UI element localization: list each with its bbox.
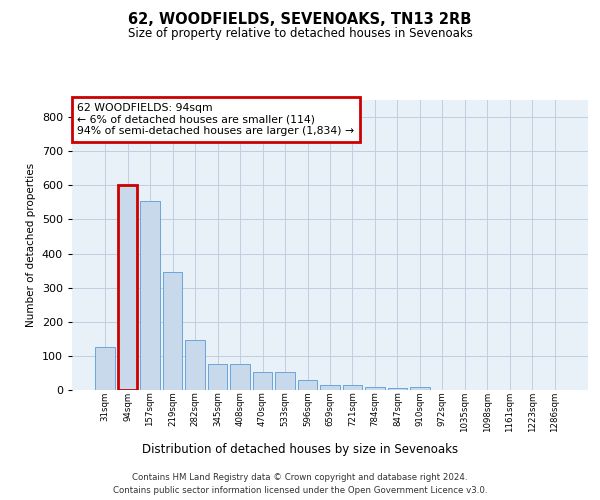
Bar (140, 200, 160, 390)
Bar (410, 386, 430, 390)
Bar (320, 385, 340, 390)
Bar (365, 386, 385, 390)
Bar (388, 388, 407, 390)
Bar (230, 364, 250, 390)
Text: 62, WOODFIELDS, SEVENOAKS, TN13 2RB: 62, WOODFIELDS, SEVENOAKS, TN13 2RB (128, 12, 472, 28)
Bar (253, 372, 272, 390)
Bar (208, 364, 227, 390)
Bar (163, 272, 182, 390)
Bar (118, 186, 137, 390)
Bar (343, 385, 362, 390)
Bar (185, 340, 205, 390)
Text: Contains HM Land Registry data © Crown copyright and database right 2024.: Contains HM Land Registry data © Crown c… (132, 472, 468, 482)
Bar (298, 380, 317, 390)
Text: Contains public sector information licensed under the Open Government Licence v3: Contains public sector information licen… (113, 486, 487, 495)
Y-axis label: Number of detached properties: Number of detached properties (26, 163, 36, 327)
Bar (95, 348, 115, 390)
Text: 62 WOODFIELDS: 94sqm
← 6% of detached houses are smaller (114)
94% of semi-detac: 62 WOODFIELDS: 94sqm ← 6% of detached ho… (77, 103, 354, 136)
Text: Distribution of detached houses by size in Sevenoaks: Distribution of detached houses by size … (142, 442, 458, 456)
Bar (275, 372, 295, 390)
Text: Size of property relative to detached houses in Sevenoaks: Size of property relative to detached ho… (128, 28, 472, 40)
